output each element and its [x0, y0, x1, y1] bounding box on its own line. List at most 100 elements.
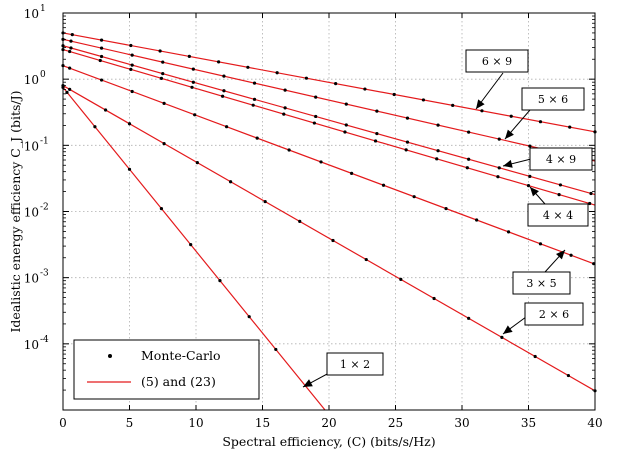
monte-carlo-point	[467, 130, 471, 134]
callout-box	[529, 147, 593, 171]
monte-carlo-point	[592, 262, 596, 266]
callout-box	[521, 87, 585, 111]
monte-carlo-point	[282, 112, 286, 116]
callout-1×2: 1 × 2	[302, 352, 384, 388]
monte-carlo-point	[189, 243, 193, 247]
monte-carlo-point	[221, 94, 225, 98]
series-line-3×5	[62, 65, 596, 265]
monte-carlo-point	[228, 180, 233, 184]
x-axis-label: Spectral efficiency, (C) (bits/s/Hz)	[222, 434, 435, 449]
y-tick-label: 10	[24, 206, 39, 220]
monte-carlo-point	[399, 277, 403, 282]
monte-carlo-point	[222, 89, 226, 93]
legend-label: (5) and (23)	[141, 374, 216, 389]
callout-label: 4 × 9	[546, 153, 576, 166]
callout-arrowhead	[503, 159, 513, 168]
monte-carlo-point	[103, 108, 108, 112]
y-axis-label: Idealistic energy efficiency C_J (bits/J…	[8, 90, 23, 332]
monte-carlo-point	[451, 103, 455, 107]
monte-carlo-point	[568, 125, 572, 129]
monte-carlo-point	[161, 72, 165, 76]
callout-2×6: 2 × 6	[502, 302, 584, 335]
monte-carlo-point	[350, 171, 354, 175]
monte-carlo-point	[129, 43, 133, 48]
callout-arrowhead	[476, 99, 485, 109]
monte-carlo-point	[404, 148, 408, 152]
monte-carlo-point	[589, 191, 593, 196]
monte-carlo-point	[275, 71, 279, 75]
monte-carlo-point	[98, 58, 102, 63]
monte-carlo-point	[127, 122, 132, 126]
monte-carlo-point	[319, 160, 323, 164]
monte-carlo-point	[255, 136, 259, 140]
monte-carlo-point	[588, 201, 592, 206]
monte-carlo-point	[69, 39, 73, 43]
monte-carlo-point	[69, 46, 73, 50]
series-line-5×6	[62, 38, 596, 162]
monte-carlo-point	[298, 219, 302, 224]
monte-carlo-point	[375, 109, 379, 113]
callout-label: 1 × 2	[340, 358, 370, 371]
y-tick-label: 10	[24, 7, 39, 21]
monte-carlo-point	[251, 103, 255, 107]
legend-marker-icon	[108, 354, 112, 358]
monte-carlo-point	[363, 87, 367, 91]
callout-arrowhead	[503, 325, 513, 334]
monte-carlo-point	[99, 38, 104, 42]
y-tick-label: 10	[24, 73, 39, 87]
monte-carlo-point	[217, 60, 221, 64]
monte-carlo-point	[127, 167, 132, 171]
monte-carlo-point	[569, 253, 573, 257]
monte-carlo-point	[314, 95, 318, 99]
monte-carlo-point	[435, 157, 439, 161]
monte-carlo-point	[222, 74, 226, 78]
y-tick-label: 10	[24, 272, 39, 286]
monte-carlo-point	[68, 66, 72, 70]
monte-carlo-point	[263, 199, 267, 204]
monte-carlo-point	[191, 67, 195, 71]
callout-box	[326, 352, 384, 376]
monte-carlo-point	[392, 92, 396, 97]
monte-carlo-point	[334, 82, 338, 86]
x-tick-label: 0	[59, 416, 67, 430]
monte-carlo-point	[331, 238, 335, 243]
monte-carlo-point	[190, 85, 194, 89]
monte-carlo-point	[130, 63, 134, 67]
series-line-4×4	[62, 49, 596, 206]
callout-3×5: 3 × 5	[512, 249, 571, 295]
y-tick-exponent: -3	[40, 269, 49, 279]
monte-carlo-point	[480, 109, 484, 113]
monte-carlo-point	[130, 89, 134, 94]
monte-carlo-point	[538, 120, 543, 124]
monte-carlo-point	[538, 242, 543, 246]
monte-carlo-point	[506, 230, 511, 234]
callout-box	[527, 203, 589, 227]
monte-carlo-point	[528, 174, 532, 178]
monte-carlo-point	[465, 166, 469, 170]
callout-box	[465, 49, 529, 73]
monte-carlo-point	[343, 130, 347, 134]
monte-carlo-point	[68, 87, 72, 91]
callout-label: 5 × 6	[538, 93, 568, 106]
legend: Monte-Carlo (5) and (23)	[73, 339, 260, 400]
callout-arrowhead	[303, 379, 313, 387]
monte-carlo-point	[246, 65, 250, 69]
callout-label: 4 × 4	[543, 209, 573, 222]
monte-carlo-point	[287, 148, 291, 152]
monte-carlo-point	[566, 373, 571, 378]
x-tick-label: 15	[255, 416, 270, 430]
monte-carlo-point	[252, 97, 257, 101]
monte-carlo-point	[99, 54, 104, 59]
monte-carlo-point	[364, 257, 368, 262]
series-layer	[62, 32, 596, 411]
series-line-6×9	[62, 32, 596, 133]
legend-label: Monte-Carlo	[141, 348, 221, 363]
monte-carlo-point	[187, 54, 191, 59]
monte-carlo-point	[191, 80, 195, 84]
monte-carlo-point	[99, 78, 104, 82]
x-tick-label: 30	[454, 416, 469, 430]
y-tick-exponent: -4	[40, 335, 49, 345]
legend-box	[73, 339, 260, 400]
